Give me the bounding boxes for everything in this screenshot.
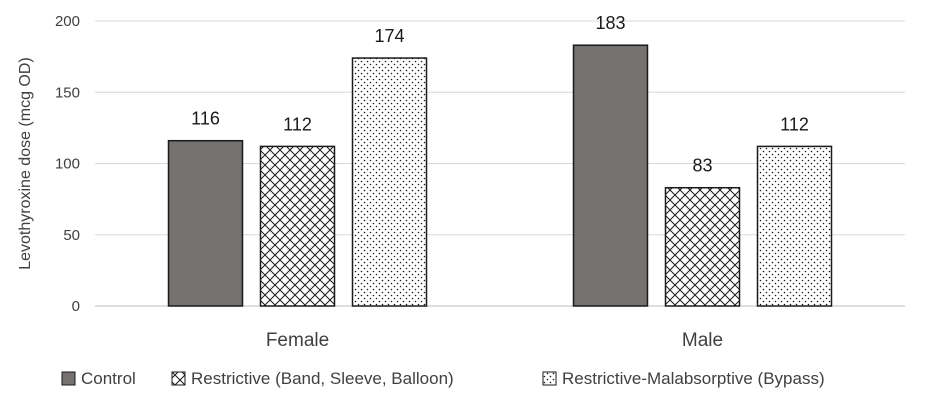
y-axis-title: Levothyroxine dose (mcg OD) bbox=[17, 57, 34, 270]
bar bbox=[167, 139, 244, 307]
bar bbox=[572, 44, 649, 307]
legend-label: Restrictive-Malabsorptive (Bypass) bbox=[562, 369, 825, 388]
x-axis-categories: Female Male bbox=[266, 330, 723, 351]
data-label: 112 bbox=[780, 114, 809, 134]
y-tick-label: 100 bbox=[55, 156, 80, 173]
legend: Control Restrictive (Band, Sleeve, Balloo… bbox=[61, 369, 825, 388]
legend-label: Control bbox=[81, 369, 136, 388]
legend-label: Restrictive (Band, Sleeve, Balloon) bbox=[191, 369, 454, 388]
legend-swatch bbox=[171, 371, 186, 386]
y-axis-ticks: 0 50 100 150 200 bbox=[55, 13, 80, 315]
x-category-label: Female bbox=[266, 330, 329, 351]
data-label: 183 bbox=[595, 13, 625, 33]
bar bbox=[351, 57, 428, 307]
bar bbox=[664, 186, 741, 307]
data-label: 116 bbox=[191, 109, 220, 129]
bars bbox=[167, 44, 833, 307]
x-category-label: Male bbox=[682, 330, 723, 351]
bar bbox=[756, 145, 833, 307]
y-tick-label: 50 bbox=[63, 227, 80, 244]
data-labels: 116 112 174 183 83 112 bbox=[191, 13, 809, 176]
y-tick-label: 150 bbox=[55, 84, 80, 101]
legend-swatch bbox=[542, 371, 557, 386]
data-label: 83 bbox=[692, 156, 712, 176]
legend-swatch bbox=[61, 371, 76, 386]
bar bbox=[259, 145, 336, 307]
data-label: 112 bbox=[283, 114, 312, 134]
y-tick-label: 0 bbox=[72, 298, 80, 315]
y-tick-label: 200 bbox=[55, 13, 80, 30]
data-label: 174 bbox=[374, 26, 404, 46]
